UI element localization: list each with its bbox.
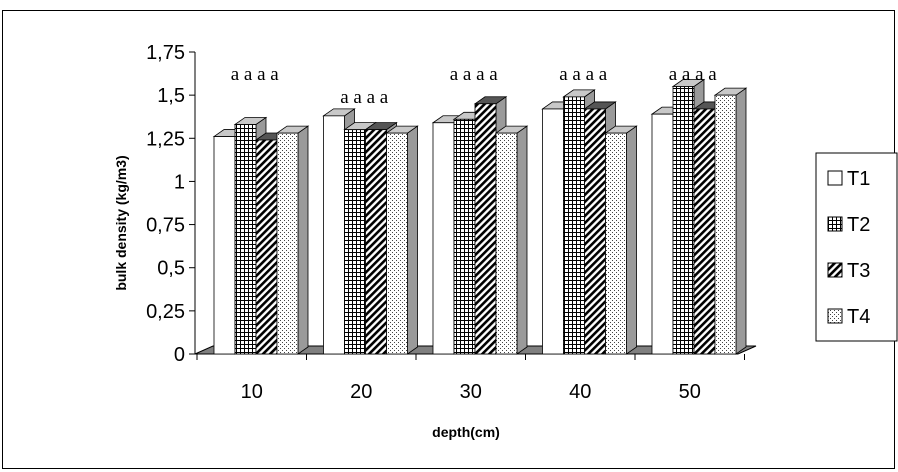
legend-swatch	[827, 170, 843, 186]
y-axis-label: bulk density (kg/m3)	[113, 155, 129, 290]
x-tick-label: 20	[350, 381, 372, 403]
bar-T4-30	[494, 125, 529, 355]
legend-item-T2: T2	[827, 214, 870, 236]
y-tick-label: 1,25	[146, 128, 185, 150]
x-tick-label: 50	[679, 381, 701, 403]
significance-label: a a a a	[559, 64, 608, 85]
legend-item-T4: T4	[827, 306, 870, 328]
x-axis-label: depth(cm)	[432, 424, 500, 440]
y-tick-label: 0	[174, 344, 185, 366]
legend-label: T4	[847, 306, 870, 328]
y-tick-label: 1,75	[146, 42, 185, 64]
legend-item-T1: T1	[827, 168, 870, 190]
legend-swatch	[827, 216, 843, 232]
significance-label: a a a a	[231, 64, 280, 85]
y-tick-label: 1	[174, 171, 185, 193]
y-tick-label: 0,5	[157, 258, 185, 280]
significance-label: a a a a	[340, 87, 389, 108]
legend-item-T3: T3	[827, 260, 870, 282]
annotations-group: a a a a a a a a a a a a a a a a a a a a	[231, 64, 718, 108]
bar-T4-10	[275, 125, 310, 355]
bar-T4-20	[385, 125, 419, 355]
legend-label: T2	[847, 214, 870, 236]
x-tick-label: 40	[569, 381, 591, 403]
legend: T1 T2 T3 T4	[815, 152, 898, 342]
y-tick-label: 0,75	[146, 215, 185, 237]
bar-T4-50	[713, 87, 748, 355]
x-tick-label: 10	[241, 381, 263, 403]
legend-swatch	[827, 262, 843, 278]
legend-label: T3	[847, 260, 870, 282]
chart-axes: 0 0,25 0,5 0,75 1 1,25 1,5 1,75 10 20 30 40 50	[146, 42, 745, 403]
x-tick-label: 30	[460, 381, 482, 403]
significance-label: a a a a	[450, 64, 499, 85]
significance-label: a a a a	[669, 64, 718, 85]
bar-T4-40	[604, 125, 638, 355]
bars-group	[212, 78, 748, 355]
y-tick-label: 1,5	[157, 85, 185, 107]
legend-label: T1	[847, 168, 870, 190]
legend-swatch	[827, 308, 843, 324]
y-tick-label: 0,25	[146, 301, 185, 323]
